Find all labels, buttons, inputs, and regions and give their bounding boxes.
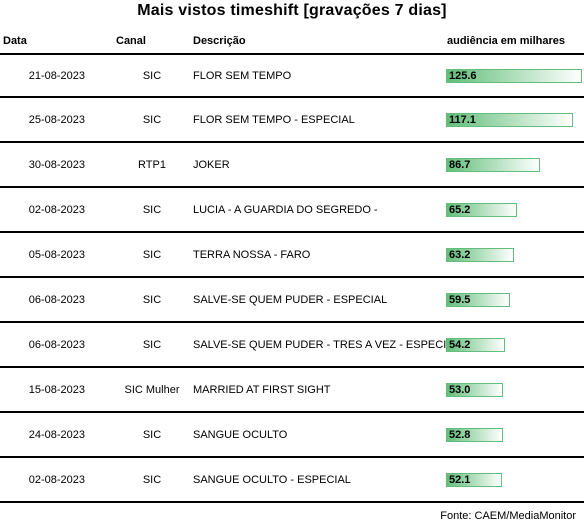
row-audience-cell: 59.5 [446,278,584,321]
row-audience-cell: 54.2 [446,323,584,366]
row-channel: SIC [142,248,162,261]
row-description: MARRIED AT FIRST SIGHT [193,383,331,396]
row-description: SANGUE OCULTO [193,428,288,441]
row-description: JOKER [193,158,230,171]
row-channel: SIC [142,69,162,82]
row-audience-cell: 52.8 [446,413,584,456]
row-date: 05-08-2023 [28,248,85,261]
audience-data-bar: 63.2 [446,247,514,262]
audience-data-bar: 86.7 [446,157,540,172]
row-date: 15-08-2023 [28,383,85,396]
row-description: SANGUE OCULTO - ESPECIAL [193,473,351,486]
audience-data-bar: 125.6 [446,68,582,83]
row-channel: RTP1 [138,158,166,171]
table-row: 30-08-2023 RTP1 JOKER 86.7 [0,143,584,188]
table-row: 06-08-2023 SIC SALVE-SE QUEM PUDER - ESPEC… [0,278,584,323]
audience-value-label: 53.0 [449,383,471,396]
table-header: Data Canal Descrição audiência em milhar… [0,35,584,49]
table-row: 25-08-2023 SIC FLOR SEM TEMPO - ESPECIAL 11… [0,98,584,143]
audience-value-label: 65.2 [449,203,471,216]
row-description: FLOR SEM TEMPO [193,69,292,82]
row-description: LUCIA - A GUARDIA DO SEGREDO - [193,203,378,216]
audience-value-label: 59.5 [449,293,471,306]
row-description: SALVE-SE QUEM PUDER - ESPECIAL [193,293,388,306]
audience-value-label: 54.2 [449,338,471,351]
row-audience-cell: 65.2 [446,188,584,231]
row-date: 06-08-2023 [28,293,85,306]
row-date: 06-08-2023 [28,338,85,351]
table-row: 15-08-2023 SIC Mulher MARRIED AT FIRST SIG… [0,368,584,413]
table-body: 21-08-2023 SIC FLOR SEM TEMPO 125.6 25-08-20… [0,53,584,503]
audience-data-bar: 117.1 [446,112,573,127]
column-header-channel: Canal [116,35,146,47]
row-channel: SIC [142,203,162,216]
row-channel: SIC [142,113,162,126]
row-audience-cell: 86.7 [446,143,584,186]
audience-value-label: 117.1 [449,113,476,126]
audience-value-label: 52.1 [449,473,471,486]
table-row: 05-08-2023 SIC TERRA NOSSA - FARO 63.2 [0,233,584,278]
row-channel: SIC [142,293,162,306]
column-header-description: Descrição [193,35,246,47]
row-date: 02-08-2023 [28,203,85,216]
audience-value-label: 52.8 [449,428,471,441]
table-row: 02-08-2023 SIC LUCIA - A GUARDIA DO SEGRED… [0,188,584,233]
table-row: 24-08-2023 SIC SANGUE OCULTO 52.8 [0,413,584,458]
row-audience-cell: 53.0 [446,368,584,411]
row-channel: SIC [142,473,162,486]
row-audience-cell: 63.2 [446,233,584,276]
row-channel: SIC Mulher [124,383,180,396]
row-channel: SIC [142,338,162,351]
row-audience-cell: 52.1 [446,458,584,501]
audience-data-bar: 65.2 [446,202,517,217]
audience-data-bar: 54.2 [446,337,505,352]
audience-data-bar: 59.5 [446,292,510,307]
row-date: 02-08-2023 [28,473,85,486]
audience-value-label: 63.2 [449,248,471,261]
row-audience-cell: 117.1 [446,98,584,141]
row-date: 21-08-2023 [28,69,85,82]
row-description: SALVE-SE QUEM PUDER - TRES A VEZ - ESPEC… [193,338,460,351]
row-audience-cell: 125.6 [446,55,584,96]
row-channel: SIC [142,428,162,441]
page-title: Mais vistos timeshift [gravações 7 dias] [137,2,447,19]
row-description: FLOR SEM TEMPO - ESPECIAL [193,113,355,126]
table-row: 21-08-2023 SIC FLOR SEM TEMPO 125.6 [0,53,584,98]
row-date: 25-08-2023 [28,113,85,126]
table-row: 02-08-2023 SIC SANGUE OCULTO - ESPECIAL 52.… [0,458,584,503]
audience-data-bar: 53.0 [446,382,503,397]
row-date: 30-08-2023 [28,158,85,171]
row-date: 24-08-2023 [28,428,85,441]
audience-value-label: 125.6 [449,69,477,82]
audience-value-label: 86.7 [449,158,471,171]
source-note: Fonte: CAEM/MediaMonitor [440,510,576,522]
audience-data-bar: 52.8 [446,427,503,442]
row-description: TERRA NOSSA - FARO [193,248,311,261]
table-row: 06-08-2023 SIC SALVE-SE QUEM PUDER - TRES … [0,323,584,368]
audience-data-bar: 52.1 [446,472,502,487]
column-header-date: Data [3,35,27,47]
column-header-audience: audiência em milhares [447,35,565,47]
